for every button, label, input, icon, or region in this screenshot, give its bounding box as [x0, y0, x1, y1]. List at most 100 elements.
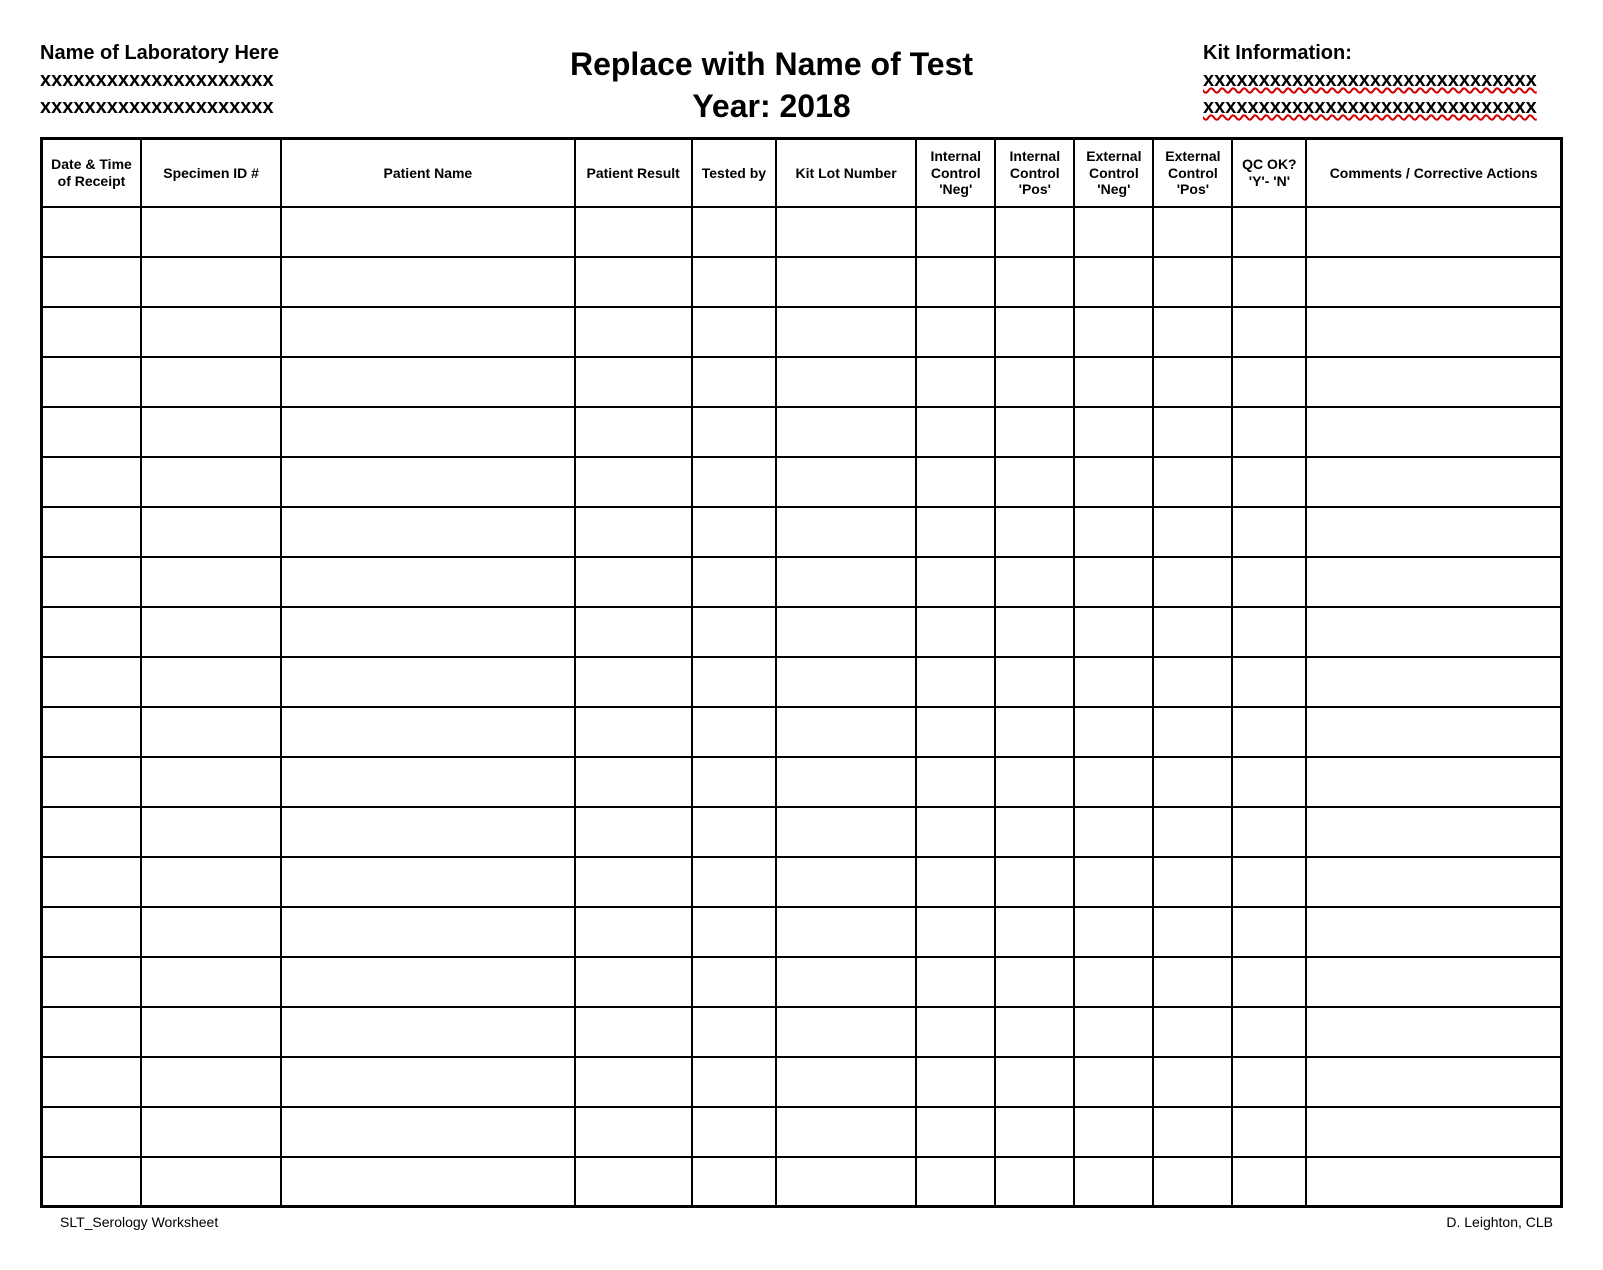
table-cell[interactable]: [1232, 1157, 1306, 1207]
table-cell[interactable]: [776, 907, 916, 957]
table-cell[interactable]: [692, 407, 776, 457]
table-cell[interactable]: [281, 457, 574, 507]
table-cell[interactable]: [692, 607, 776, 657]
table-cell[interactable]: [995, 907, 1074, 957]
table-cell[interactable]: [141, 757, 281, 807]
table-cell[interactable]: [1232, 257, 1306, 307]
table-cell[interactable]: [141, 957, 281, 1007]
table-cell[interactable]: [1074, 557, 1153, 607]
table-cell[interactable]: [1232, 957, 1306, 1007]
table-cell[interactable]: [1074, 707, 1153, 757]
table-cell[interactable]: [575, 657, 692, 707]
table-cell[interactable]: [916, 207, 995, 257]
table-cell[interactable]: [995, 607, 1074, 657]
table-cell[interactable]: [42, 257, 141, 307]
table-cell[interactable]: [42, 857, 141, 907]
table-cell[interactable]: [1153, 757, 1232, 807]
table-cell[interactable]: [1074, 257, 1153, 307]
table-cell[interactable]: [692, 707, 776, 757]
table-cell[interactable]: [1306, 807, 1561, 857]
table-cell[interactable]: [1074, 357, 1153, 407]
table-cell[interactable]: [1153, 207, 1232, 257]
table-cell[interactable]: [281, 207, 574, 257]
table-cell[interactable]: [995, 457, 1074, 507]
table-cell[interactable]: [42, 1007, 141, 1057]
table-cell[interactable]: [42, 307, 141, 357]
table-cell[interactable]: [575, 557, 692, 607]
table-cell[interactable]: [1232, 707, 1306, 757]
table-cell[interactable]: [141, 1007, 281, 1057]
table-cell[interactable]: [1153, 1057, 1232, 1107]
table-cell[interactable]: [916, 557, 995, 607]
table-cell[interactable]: [995, 357, 1074, 407]
table-cell[interactable]: [776, 757, 916, 807]
table-cell[interactable]: [995, 657, 1074, 707]
table-cell[interactable]: [1306, 857, 1561, 907]
table-cell[interactable]: [1232, 757, 1306, 807]
table-cell[interactable]: [141, 407, 281, 457]
table-cell[interactable]: [281, 1007, 574, 1057]
table-cell[interactable]: [916, 757, 995, 807]
table-cell[interactable]: [995, 407, 1074, 457]
table-cell[interactable]: [692, 507, 776, 557]
table-cell[interactable]: [776, 557, 916, 607]
table-cell[interactable]: [281, 257, 574, 307]
table-cell[interactable]: [281, 557, 574, 607]
table-cell[interactable]: [692, 1057, 776, 1107]
table-cell[interactable]: [141, 657, 281, 707]
table-cell[interactable]: [692, 807, 776, 857]
table-cell[interactable]: [995, 1107, 1074, 1157]
table-cell[interactable]: [916, 357, 995, 407]
table-cell[interactable]: [281, 807, 574, 857]
table-cell[interactable]: [1232, 207, 1306, 257]
table-cell[interactable]: [575, 307, 692, 357]
table-cell[interactable]: [1306, 507, 1561, 557]
table-cell[interactable]: [1153, 257, 1232, 307]
table-cell[interactable]: [776, 407, 916, 457]
table-cell[interactable]: [281, 1107, 574, 1157]
table-cell[interactable]: [1232, 357, 1306, 407]
table-cell[interactable]: [281, 507, 574, 557]
table-cell[interactable]: [776, 307, 916, 357]
table-cell[interactable]: [776, 257, 916, 307]
table-cell[interactable]: [281, 1157, 574, 1207]
table-cell[interactable]: [776, 1007, 916, 1057]
table-cell[interactable]: [141, 907, 281, 957]
table-cell[interactable]: [1074, 507, 1153, 557]
table-cell[interactable]: [1232, 1007, 1306, 1057]
table-cell[interactable]: [916, 257, 995, 307]
table-cell[interactable]: [1232, 1057, 1306, 1107]
table-cell[interactable]: [42, 657, 141, 707]
table-cell[interactable]: [575, 807, 692, 857]
table-cell[interactable]: [692, 1157, 776, 1207]
table-cell[interactable]: [1074, 1007, 1153, 1057]
table-cell[interactable]: [916, 807, 995, 857]
table-cell[interactable]: [692, 957, 776, 1007]
table-cell[interactable]: [995, 557, 1074, 607]
table-cell[interactable]: [995, 857, 1074, 907]
table-cell[interactable]: [575, 957, 692, 1007]
table-cell[interactable]: [1232, 657, 1306, 707]
table-cell[interactable]: [776, 457, 916, 507]
table-cell[interactable]: [575, 507, 692, 557]
table-cell[interactable]: [1074, 807, 1153, 857]
table-cell[interactable]: [1306, 557, 1561, 607]
table-cell[interactable]: [281, 757, 574, 807]
table-cell[interactable]: [575, 407, 692, 457]
table-cell[interactable]: [1074, 757, 1153, 807]
table-cell[interactable]: [1074, 207, 1153, 257]
table-cell[interactable]: [692, 207, 776, 257]
table-cell[interactable]: [42, 207, 141, 257]
table-cell[interactable]: [692, 557, 776, 607]
table-cell[interactable]: [1232, 507, 1306, 557]
table-cell[interactable]: [1306, 307, 1561, 357]
table-cell[interactable]: [995, 1157, 1074, 1207]
table-cell[interactable]: [575, 207, 692, 257]
table-cell[interactable]: [1232, 1107, 1306, 1157]
table-cell[interactable]: [1306, 707, 1561, 757]
table-cell[interactable]: [281, 707, 574, 757]
table-cell[interactable]: [1153, 657, 1232, 707]
table-cell[interactable]: [1153, 407, 1232, 457]
table-cell[interactable]: [281, 1057, 574, 1107]
table-cell[interactable]: [995, 507, 1074, 557]
